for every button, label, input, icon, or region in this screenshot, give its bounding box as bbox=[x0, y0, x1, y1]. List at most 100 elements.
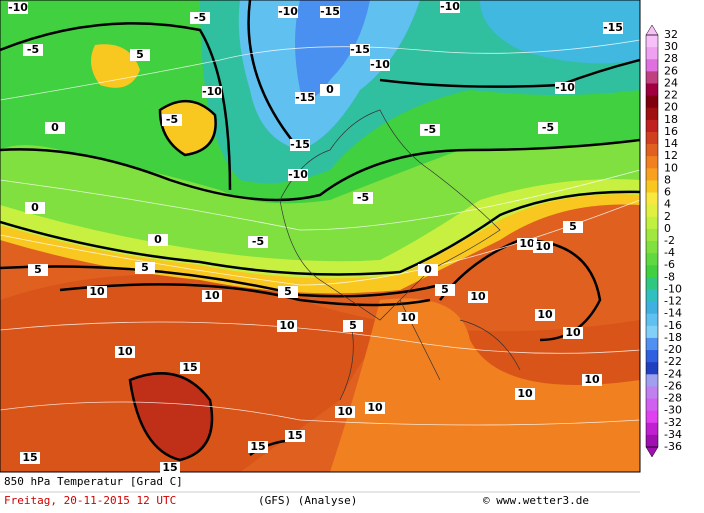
colorbar-label: 16 bbox=[664, 125, 678, 138]
contour-label: 0 bbox=[51, 121, 59, 134]
colorbar-label: -34 bbox=[664, 428, 682, 441]
colorbar-label: -28 bbox=[664, 392, 682, 405]
contour-label: 10 bbox=[535, 240, 551, 253]
colorbar-label: -14 bbox=[664, 307, 682, 320]
contour-label: 0 bbox=[154, 233, 162, 246]
colorbar-label: -32 bbox=[664, 416, 682, 429]
contour-label-box bbox=[418, 264, 438, 276]
contour-label: 15 bbox=[182, 361, 197, 374]
contour-label: 10 bbox=[519, 237, 535, 250]
contour-labels: -10 -10 -15-15-15-15-10-10-15-10-5-55-50 -5… bbox=[8, 0, 623, 474]
contour-label-box bbox=[343, 320, 363, 332]
contour-label-box bbox=[535, 309, 555, 321]
contour-label: -10 bbox=[370, 58, 390, 71]
contour-label-box bbox=[538, 122, 558, 134]
colorbar-label: 4 bbox=[664, 198, 671, 211]
colorbar-swatch bbox=[646, 325, 658, 339]
colorbar-label: 10 bbox=[664, 161, 678, 174]
contour-label: -5 bbox=[194, 11, 206, 24]
contour-label: 10 bbox=[89, 285, 105, 298]
colorbar-swatch bbox=[646, 180, 658, 194]
contour-label-box bbox=[603, 22, 623, 34]
contour-label: 10 bbox=[367, 401, 383, 414]
contour-label: 10 bbox=[400, 311, 416, 324]
contour-label: -10 bbox=[278, 5, 298, 18]
colorbar-label: 28 bbox=[664, 52, 678, 65]
colorbar-label: -24 bbox=[664, 367, 682, 380]
contour-label: -5 bbox=[542, 121, 554, 134]
contour-label-box bbox=[290, 139, 310, 151]
colorbar-swatch bbox=[646, 289, 658, 303]
colorbar-swatch bbox=[646, 265, 658, 278]
colorbar-swatch bbox=[646, 301, 658, 315]
contour-label-box bbox=[180, 362, 200, 374]
contour-label: 15 bbox=[287, 429, 302, 442]
contour-label-box bbox=[398, 312, 418, 324]
colorbar-swatch bbox=[646, 35, 658, 48]
colorbar-frame bbox=[645, 34, 659, 448]
contour-label: 10 bbox=[337, 405, 353, 418]
contour-label: -15 bbox=[320, 5, 340, 18]
contour-label-box bbox=[420, 124, 440, 136]
colorbar-swatch bbox=[646, 337, 658, 351]
contour-label-box bbox=[353, 192, 373, 204]
contour-label: -10 bbox=[440, 0, 460, 13]
contour-label-box bbox=[365, 402, 385, 414]
colorbar-swatch bbox=[646, 216, 658, 230]
contour-label-box bbox=[285, 430, 305, 442]
contour-label: 10 bbox=[517, 387, 533, 400]
contour-label-box bbox=[370, 59, 390, 71]
contour-label: -15 bbox=[295, 91, 315, 104]
colorbar-swatch bbox=[646, 253, 658, 266]
contour-label-box bbox=[533, 241, 553, 253]
colorbar-swatch bbox=[646, 410, 658, 424]
contour-label-box bbox=[25, 202, 45, 214]
contour-label-box bbox=[563, 221, 583, 233]
colorbar-arrow bbox=[645, 24, 659, 36]
contour-label: -5 bbox=[27, 43, 39, 56]
contour-label-box bbox=[335, 406, 355, 418]
colorbar-swatch bbox=[646, 168, 658, 181]
colorbar-arrow bbox=[645, 446, 659, 458]
contour-label: 5 bbox=[349, 319, 357, 332]
colorbar-label: 20 bbox=[664, 101, 678, 114]
contour-label-box bbox=[8, 2, 28, 14]
contour-label: -10 bbox=[555, 81, 575, 94]
colorbar-label: -18 bbox=[664, 331, 682, 344]
contour-label-box bbox=[148, 234, 168, 246]
contour-label-box bbox=[288, 169, 308, 181]
colorbar-label: 12 bbox=[664, 149, 678, 162]
contour-label-box bbox=[248, 236, 268, 248]
contour-label: -10 bbox=[202, 85, 222, 98]
contour-label: 5 bbox=[34, 263, 42, 276]
contour-label-box bbox=[515, 388, 535, 400]
colorbar-swatch bbox=[646, 107, 658, 121]
contour-label: 0 bbox=[424, 263, 432, 276]
map-title: 850 hPa Temperatur [Grad C] bbox=[4, 475, 183, 488]
contour-label: -5 bbox=[357, 191, 369, 204]
contour-label-box bbox=[87, 286, 107, 298]
contour-label-box bbox=[555, 82, 575, 94]
contour-label: 15 bbox=[162, 461, 177, 474]
contour-label: 10 bbox=[470, 290, 486, 303]
contour-label: 0 bbox=[326, 83, 334, 96]
contour-label-box bbox=[278, 286, 298, 298]
colorbar-label: -22 bbox=[664, 355, 682, 368]
colorbar-swatch bbox=[646, 47, 658, 60]
colorbar-swatch bbox=[646, 398, 658, 412]
contour-label-box bbox=[582, 374, 602, 386]
colorbar-label: -16 bbox=[664, 319, 682, 332]
contour-label-box bbox=[20, 452, 40, 464]
colorbar-swatch bbox=[646, 59, 658, 72]
contour-label: -15 bbox=[603, 21, 623, 34]
colorbar-swatch bbox=[646, 144, 658, 157]
colorbar-swatch bbox=[646, 156, 658, 169]
colorbar-swatch bbox=[646, 83, 658, 97]
colorbar-label: 22 bbox=[664, 89, 678, 102]
colorbar-swatch bbox=[646, 119, 658, 133]
colorbar-swatch bbox=[646, 277, 658, 290]
contour-label-box bbox=[135, 262, 155, 274]
contour-label-box bbox=[160, 462, 180, 474]
map-credit: © www.wetter3.de bbox=[483, 494, 589, 507]
